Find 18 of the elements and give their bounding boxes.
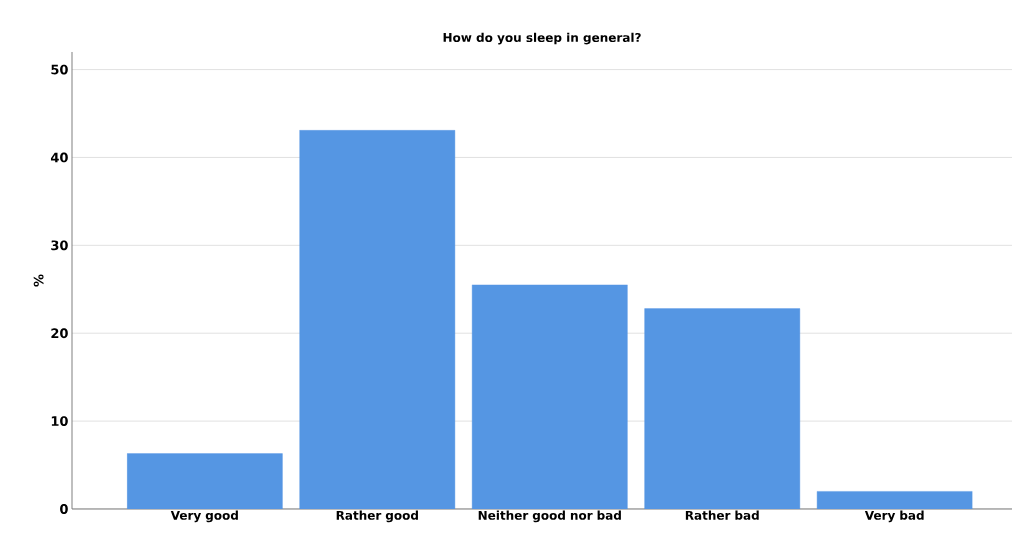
bar	[127, 453, 283, 509]
bar	[299, 130, 456, 509]
y-tick-label: 10	[51, 416, 68, 427]
x-tick-label: Rather bad	[685, 510, 759, 520]
bar	[644, 308, 801, 509]
y-tick-label: 30	[51, 240, 68, 251]
y-tick-label: 20	[51, 328, 68, 339]
y-axis-title: %	[33, 274, 44, 287]
bar	[816, 491, 973, 509]
y-tick-label: 0	[60, 504, 68, 514]
chart-title: How do you sleep in general?	[443, 32, 641, 45]
y-tick-label: 50	[51, 64, 68, 75]
bar	[471, 284, 628, 509]
x-tick-label: Very bad	[864, 510, 924, 523]
x-tick-label: Very good	[170, 510, 238, 523]
x-tick-label: Rather good	[336, 510, 418, 523]
y-tick-label: 40	[50, 152, 68, 163]
x-tick-label: Neither good nor bad	[478, 510, 621, 523]
